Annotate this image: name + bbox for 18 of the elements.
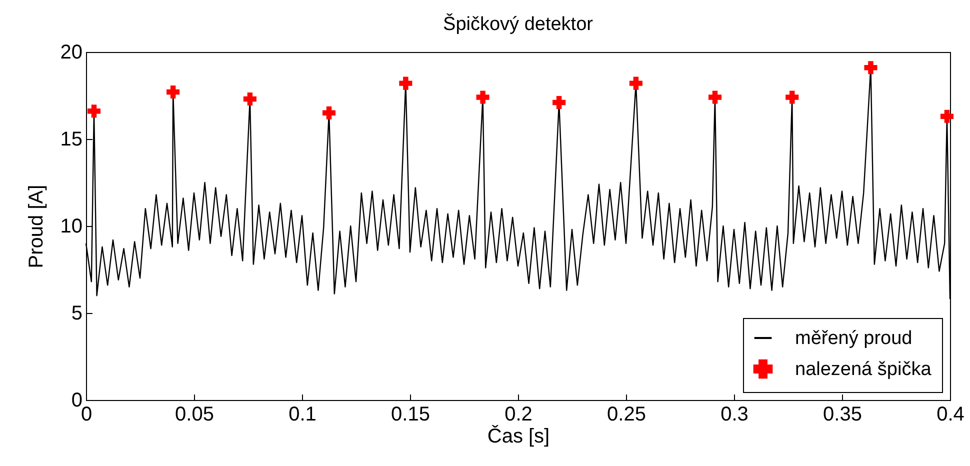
x-tick-label: 0.4 xyxy=(936,404,964,426)
x-tick-label: 0.2 xyxy=(504,404,532,426)
chart-title: Špičkový detektor xyxy=(443,13,594,35)
x-tick-label: 0.05 xyxy=(175,404,214,426)
y-tick-label: 20 xyxy=(60,42,82,64)
x-axis-title: Čas [s] xyxy=(487,424,550,448)
legend-label: měřený proud xyxy=(795,328,912,349)
x-tick-label: 0.35 xyxy=(823,404,862,426)
y-tick-label: 0 xyxy=(71,390,82,412)
y-axis-title: Proud [A] xyxy=(25,184,48,268)
x-tick-label: 0.15 xyxy=(391,404,430,426)
y-tick-label: 5 xyxy=(71,302,82,324)
legend-label: nalezená špička xyxy=(795,359,932,380)
x-tick-label: 0.25 xyxy=(607,404,646,426)
x-tick-label: 0.1 xyxy=(288,404,316,426)
y-tick-label: 15 xyxy=(60,128,82,150)
x-tick-label: 0.3 xyxy=(720,404,748,426)
y-tick-label: 10 xyxy=(60,216,82,238)
